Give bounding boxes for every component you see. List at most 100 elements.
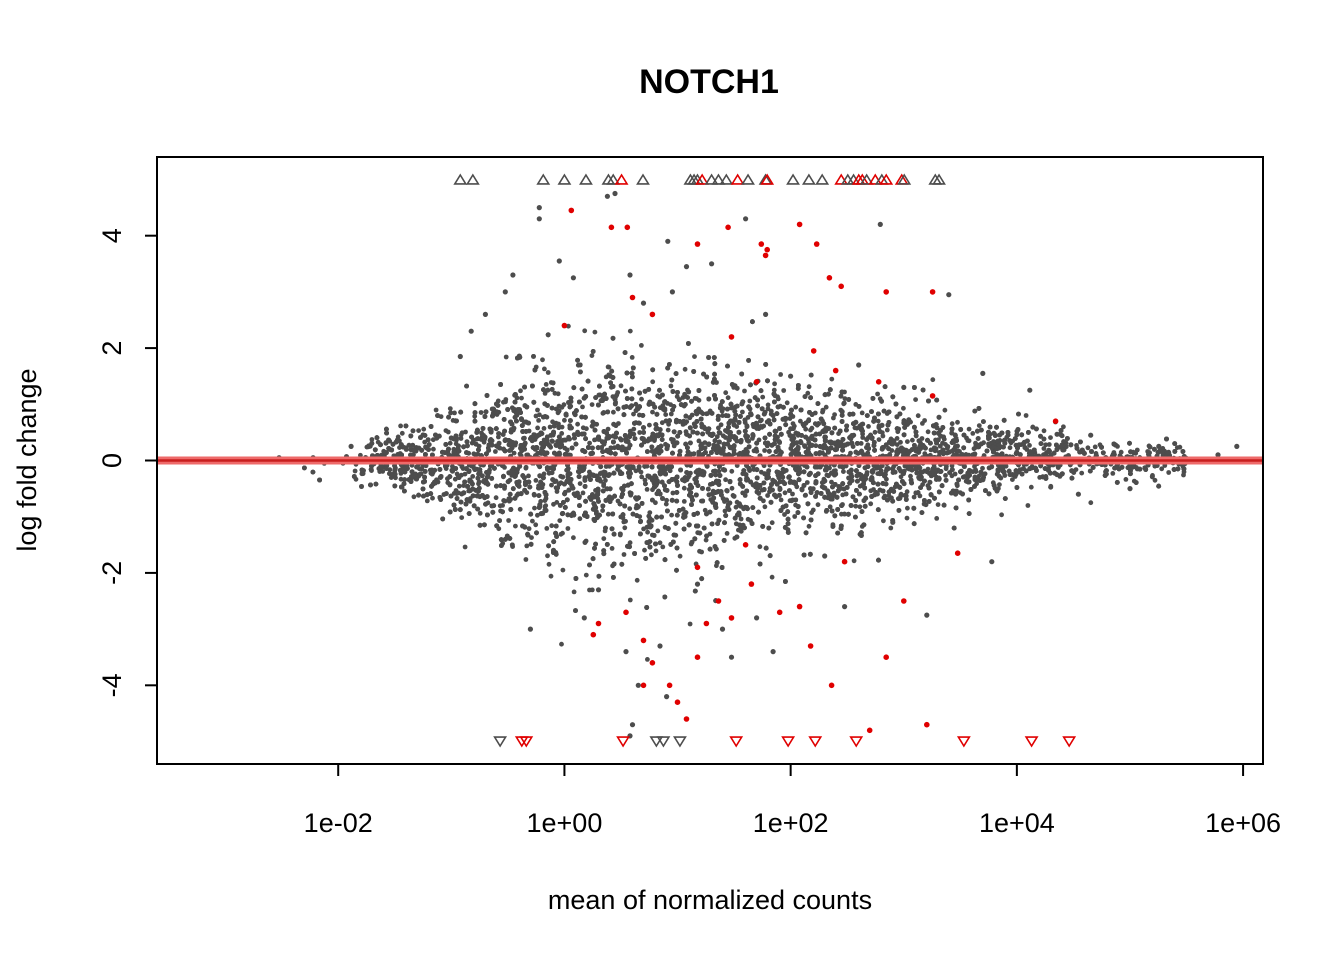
cloud-point xyxy=(542,504,548,510)
cloud-point xyxy=(605,364,611,370)
cloud-point xyxy=(623,518,628,524)
cloud-point xyxy=(422,439,428,445)
cloud-point xyxy=(832,412,837,417)
cloud-point xyxy=(722,508,728,514)
cloud-point xyxy=(642,477,648,483)
cloud-point xyxy=(559,641,564,647)
cloud-point xyxy=(884,427,890,433)
cloud-point xyxy=(888,525,894,531)
cloud-point xyxy=(618,383,624,389)
cloud-point xyxy=(670,490,676,496)
cloud-point xyxy=(633,401,639,407)
cloud-point xyxy=(692,396,698,401)
cloud-point xyxy=(647,510,653,515)
cloud-point xyxy=(550,439,555,444)
cloud-point xyxy=(571,535,576,541)
cloud-point xyxy=(542,366,547,372)
cloud-point xyxy=(663,412,669,417)
cloud-point xyxy=(589,353,595,358)
cloud-point xyxy=(880,433,886,439)
cloud-point xyxy=(841,469,846,474)
cloud-point xyxy=(543,496,549,501)
cloud-point xyxy=(1110,471,1116,476)
cloud-point xyxy=(1043,442,1049,448)
cloud-point xyxy=(716,425,721,431)
cloud-point xyxy=(769,574,775,580)
cloud-point xyxy=(762,504,768,510)
cloud-point xyxy=(517,506,523,512)
cloud-point xyxy=(940,440,945,446)
cloud-point xyxy=(571,589,577,595)
cloud-point xyxy=(704,411,709,417)
cloud-point xyxy=(1159,466,1165,472)
cloud-point xyxy=(493,449,498,454)
cloud-point xyxy=(461,483,466,488)
cloud-point xyxy=(665,427,671,433)
cloud-point xyxy=(447,406,453,411)
cloud-point xyxy=(894,436,900,441)
cloud-point xyxy=(627,506,633,512)
cloud-point xyxy=(424,498,430,504)
cloud-point xyxy=(416,428,421,433)
cloud-point xyxy=(621,552,627,557)
cloud-point xyxy=(459,430,465,436)
cloud-point xyxy=(699,549,704,555)
cloud-point xyxy=(997,482,1002,487)
cloud-point xyxy=(601,483,606,489)
cloud-point xyxy=(852,425,858,431)
cloud-point xyxy=(955,419,960,425)
cloud-point xyxy=(545,370,551,375)
cloud-point xyxy=(714,434,720,440)
cloud-point xyxy=(823,404,829,410)
cloud-point xyxy=(716,468,722,474)
cloud-point xyxy=(792,514,798,519)
cloud-point xyxy=(627,328,633,334)
cloud-point xyxy=(644,487,650,492)
cloud-point xyxy=(685,395,691,400)
cloud-point xyxy=(858,441,864,446)
cloud-point xyxy=(523,465,529,471)
cloud-point xyxy=(898,474,904,480)
cloud-point xyxy=(536,418,541,423)
cloud-point xyxy=(589,587,595,593)
cloud-point xyxy=(1177,444,1183,450)
cloud-point xyxy=(868,488,874,494)
cloud-point xyxy=(447,440,453,446)
cloud-point xyxy=(760,394,766,400)
cloud-point xyxy=(1007,445,1013,451)
cloud-point xyxy=(1123,477,1129,482)
cloud-point xyxy=(949,421,955,427)
cloud-point xyxy=(772,381,777,387)
cloud-point xyxy=(561,402,567,408)
cloud-point xyxy=(631,431,637,437)
cloud-point xyxy=(476,479,482,485)
cloud-point xyxy=(1041,428,1047,434)
cloud-point xyxy=(815,502,821,508)
cloud-point xyxy=(729,485,735,491)
cloud-point xyxy=(829,479,834,485)
cloud-point xyxy=(851,558,857,564)
cloud-point xyxy=(456,483,462,489)
cloud-point xyxy=(535,512,540,518)
cloud-point xyxy=(605,511,611,517)
cloud-point xyxy=(631,426,637,432)
cloud-point xyxy=(506,518,511,523)
cloud-point xyxy=(653,548,659,554)
cloud-point xyxy=(543,382,549,387)
cloud-point xyxy=(758,418,763,424)
cloud-point xyxy=(518,388,523,394)
cloud-point xyxy=(723,477,728,483)
cloud-point xyxy=(659,420,665,426)
cloud-point xyxy=(1092,444,1098,450)
cloud-point xyxy=(723,435,728,440)
cloud-point xyxy=(813,443,819,449)
cloud-point xyxy=(548,573,554,579)
cloud-point xyxy=(473,452,478,457)
cloud-point xyxy=(798,418,803,424)
cloud-point xyxy=(542,391,548,396)
cloud-point xyxy=(551,501,556,507)
cloud-point xyxy=(560,567,566,573)
cloud-point xyxy=(393,475,398,481)
cloud-point xyxy=(445,429,451,435)
cloud-point xyxy=(566,323,571,329)
